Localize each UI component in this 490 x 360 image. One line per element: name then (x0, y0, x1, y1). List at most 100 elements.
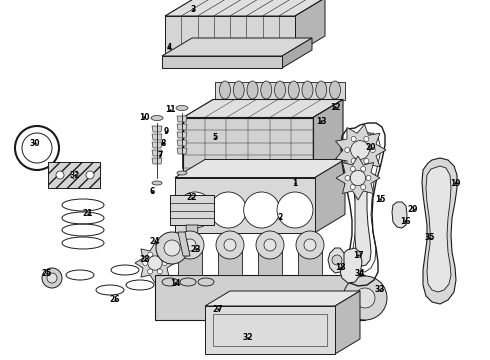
Text: 22: 22 (187, 194, 197, 202)
Ellipse shape (220, 81, 230, 99)
Polygon shape (48, 162, 100, 188)
Circle shape (350, 170, 366, 186)
Circle shape (361, 185, 366, 190)
Circle shape (304, 239, 316, 251)
Polygon shape (298, 247, 322, 275)
Circle shape (210, 192, 246, 228)
Polygon shape (336, 125, 386, 176)
Polygon shape (162, 56, 282, 68)
Text: 8: 8 (160, 139, 166, 148)
Ellipse shape (288, 81, 299, 99)
Text: 26: 26 (110, 296, 120, 305)
Ellipse shape (176, 105, 188, 111)
Circle shape (370, 148, 375, 153)
Text: 20: 20 (366, 144, 376, 153)
Circle shape (216, 231, 244, 259)
Polygon shape (183, 99, 343, 117)
Text: 32: 32 (243, 333, 253, 342)
Text: 33: 33 (375, 285, 385, 294)
Circle shape (187, 265, 197, 275)
Polygon shape (177, 132, 187, 138)
Text: 10: 10 (139, 112, 149, 122)
Circle shape (364, 158, 369, 163)
Text: 6: 6 (149, 188, 155, 197)
Text: 1: 1 (293, 179, 297, 188)
Circle shape (224, 239, 236, 251)
Text: 16: 16 (400, 216, 410, 225)
Polygon shape (315, 159, 345, 233)
Circle shape (351, 141, 369, 159)
Circle shape (56, 171, 64, 179)
Circle shape (364, 136, 369, 141)
Ellipse shape (151, 116, 163, 121)
Circle shape (350, 166, 355, 171)
Polygon shape (135, 243, 175, 283)
Polygon shape (152, 142, 162, 148)
Ellipse shape (261, 81, 272, 99)
Polygon shape (355, 132, 372, 266)
Circle shape (164, 240, 180, 256)
Text: 24: 24 (150, 237, 160, 246)
Ellipse shape (152, 181, 162, 185)
Circle shape (296, 231, 324, 259)
Polygon shape (177, 148, 187, 154)
Ellipse shape (180, 278, 196, 286)
Polygon shape (335, 291, 360, 354)
Circle shape (156, 232, 188, 264)
Polygon shape (426, 166, 451, 292)
Polygon shape (336, 156, 380, 200)
Circle shape (147, 252, 152, 257)
Polygon shape (152, 134, 162, 140)
Circle shape (244, 192, 280, 228)
Text: 21: 21 (83, 210, 93, 219)
Text: 35: 35 (425, 234, 435, 243)
Text: 3: 3 (191, 5, 196, 14)
Text: 17: 17 (353, 251, 363, 260)
Ellipse shape (329, 81, 341, 99)
Text: 9: 9 (163, 127, 169, 136)
Ellipse shape (233, 81, 244, 99)
Polygon shape (339, 248, 362, 283)
Polygon shape (177, 124, 187, 130)
Ellipse shape (177, 171, 187, 175)
Text: 11: 11 (165, 105, 175, 114)
Circle shape (351, 136, 356, 141)
Circle shape (277, 192, 313, 228)
Polygon shape (205, 291, 360, 306)
Text: 27: 27 (213, 305, 223, 314)
Polygon shape (205, 306, 335, 354)
Polygon shape (165, 16, 295, 54)
Ellipse shape (316, 81, 327, 99)
Text: 31: 31 (70, 171, 80, 180)
Circle shape (182, 260, 202, 280)
Polygon shape (215, 82, 345, 100)
Text: 13: 13 (316, 117, 326, 126)
Circle shape (86, 171, 94, 179)
Circle shape (71, 171, 79, 179)
Circle shape (157, 252, 162, 257)
Text: 12: 12 (330, 103, 340, 112)
Polygon shape (218, 247, 242, 275)
Text: 18: 18 (335, 264, 345, 273)
Text: 28: 28 (140, 256, 150, 265)
Circle shape (350, 185, 355, 190)
Text: 29: 29 (408, 206, 418, 215)
Circle shape (42, 268, 62, 288)
Polygon shape (178, 232, 190, 256)
Polygon shape (165, 0, 325, 16)
Text: 14: 14 (170, 279, 180, 288)
Text: 23: 23 (191, 244, 201, 253)
Polygon shape (175, 177, 315, 233)
Text: 34: 34 (355, 269, 365, 278)
Text: 5: 5 (213, 134, 218, 143)
Polygon shape (152, 150, 162, 156)
Circle shape (147, 269, 152, 274)
Circle shape (366, 175, 371, 180)
Circle shape (355, 288, 375, 308)
Text: 25: 25 (42, 269, 52, 278)
Text: 7: 7 (157, 150, 163, 159)
Circle shape (361, 166, 366, 171)
Ellipse shape (302, 81, 313, 99)
Polygon shape (258, 247, 282, 275)
Text: 15: 15 (375, 194, 385, 203)
